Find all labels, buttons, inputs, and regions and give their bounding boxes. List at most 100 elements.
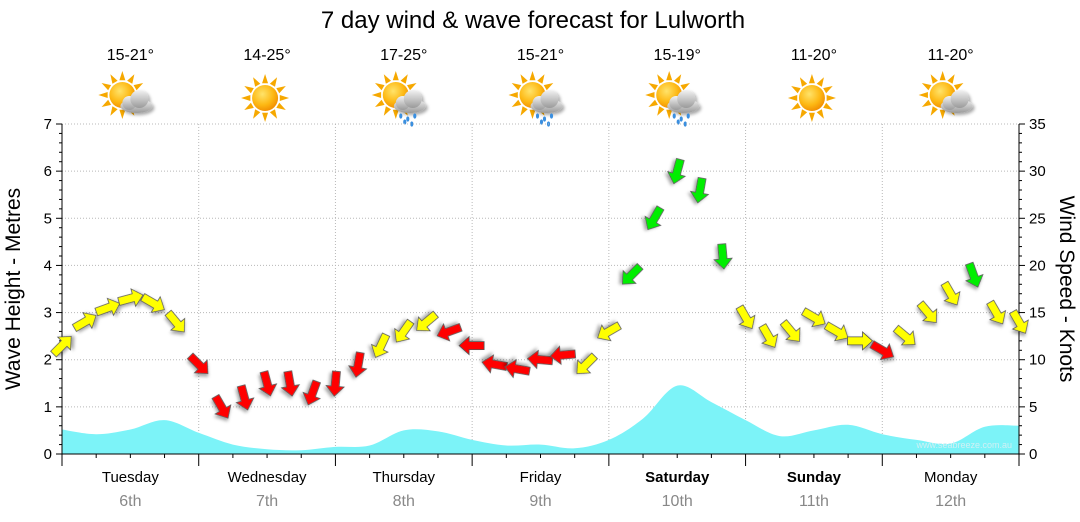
- left-axis-tick-label: 3: [44, 305, 52, 322]
- x-tick-label-date: 12th: [935, 493, 966, 510]
- wind-arrow-strong: [258, 370, 278, 397]
- wind-arrow-light: [847, 331, 874, 351]
- wind-arrow-light: [916, 300, 938, 324]
- left-axis-tick-label: 4: [44, 257, 52, 274]
- wind-arrow-strong: [549, 345, 577, 366]
- wind-arrow-strong: [481, 354, 508, 374]
- credit-text: www.seabreeze.com.au: [915, 440, 1012, 450]
- wind-arrow-strong: [436, 322, 463, 342]
- wind-arrow-strong: [186, 352, 209, 375]
- wind-arrow-strong: [458, 335, 485, 356]
- right-axis-tick-label: 10: [1029, 352, 1046, 369]
- wind-arrow-light: [823, 321, 849, 342]
- wind-arrow-strong: [235, 384, 255, 411]
- wind-arrow-light: [576, 352, 598, 375]
- wind-arrow-light: [597, 321, 622, 342]
- sunny-icon: [787, 74, 836, 122]
- wave-height-area: [62, 385, 1019, 454]
- wind-arrow-strong: [302, 379, 322, 406]
- wind-arrow-moderate: [621, 263, 644, 285]
- wind-arrow-light: [50, 335, 72, 358]
- sun-cloud-rain-icon: [508, 71, 563, 127]
- wind-arrow-light: [1008, 309, 1029, 334]
- x-tick-label-date: 8th: [393, 493, 415, 510]
- sunny-icon: [241, 74, 290, 122]
- right-axis-tick-label: 25: [1029, 210, 1046, 227]
- right-axis-tick-label: 15: [1029, 305, 1046, 322]
- sun-cloud-rain-icon: [645, 71, 700, 127]
- x-tick-label-date: 6th: [119, 493, 141, 510]
- left-axis-tick-label: 2: [44, 352, 52, 369]
- wind-arrow-strong: [504, 358, 531, 379]
- right-axis-tick-label: 20: [1029, 257, 1046, 274]
- temperature-range: 11-20°: [928, 47, 974, 64]
- wind-arrows: [50, 157, 1029, 419]
- wind-arrow-light: [117, 288, 144, 308]
- right-axis-tick-label: 5: [1029, 399, 1037, 416]
- temperature-range: 11-20°: [791, 47, 837, 64]
- left-axis-tick-label: 7: [44, 116, 52, 133]
- left-axis-tick-label: 0: [44, 446, 52, 463]
- wind-arrow-light: [800, 307, 826, 328]
- right-axis-tick-label: 0: [1029, 446, 1037, 463]
- left-axis-tick-label: 6: [44, 163, 52, 180]
- partly-cloudy-icon: [98, 71, 153, 119]
- chart-title: 7 day wind & wave forecast for Lulworth: [321, 7, 745, 34]
- temperature-range: 14-25°: [243, 47, 290, 64]
- x-tick-label-day: Tuesday: [102, 469, 159, 486]
- wind-arrow-light: [892, 324, 916, 346]
- wind-arrow-light: [71, 312, 97, 333]
- x-tick-label-day: Monday: [924, 469, 978, 486]
- wind-arrow-strong: [348, 351, 368, 378]
- wind-arrow-light: [940, 280, 961, 306]
- wind-arrow-strong: [325, 370, 346, 397]
- wind-arrow-light: [164, 309, 186, 333]
- wind-arrow-moderate: [689, 177, 710, 204]
- wind-arrow-moderate: [644, 205, 665, 231]
- temperature-range: 15-21°: [107, 47, 154, 64]
- wind-arrow-strong: [211, 393, 232, 419]
- x-tick-label-day: Thursday: [373, 469, 436, 486]
- right-axis-tick-label: 35: [1029, 116, 1046, 133]
- x-tick-label-day: Saturday: [645, 469, 710, 486]
- y-axis-label-right: Wind Speed - Knots: [1055, 196, 1078, 383]
- wind-arrow-strong: [280, 370, 301, 397]
- wind-arrow-light: [416, 310, 439, 332]
- wind-arrow-light: [94, 297, 121, 317]
- wind-arrow-light: [779, 319, 801, 342]
- wind-arrow-moderate: [713, 243, 733, 270]
- wind-arrow-light: [370, 332, 391, 358]
- axes: 0 1 2 3 4 5 6 7 0 5 10 15 20 25 30 35: [44, 116, 1046, 466]
- sun-cloud-rain-icon: [371, 71, 426, 127]
- wind-arrow-strong: [869, 340, 895, 361]
- wind-arrow-light: [394, 318, 415, 343]
- x-tick-label-day: Sunday: [787, 469, 842, 486]
- partly-cloudy-icon: [918, 71, 973, 119]
- right-axis-tick-label: 30: [1029, 163, 1046, 180]
- x-tick-label-date: 7th: [256, 493, 278, 510]
- grid-lines: [62, 123, 1019, 454]
- temperature-range: 15-21°: [517, 47, 564, 64]
- wind-arrow-moderate: [666, 157, 687, 185]
- wind-arrow-light: [140, 293, 165, 313]
- x-axis-day-labels: Tuesday 6th Wednesday 7th Thursday 8th Friday 9…: [102, 469, 978, 510]
- x-tick-label-day: Friday: [520, 469, 562, 486]
- wind-arrow-light: [735, 304, 756, 330]
- x-tick-label-day: Wednesday: [228, 469, 307, 486]
- weather-icons: [98, 71, 973, 127]
- wave-height-series: [62, 385, 1019, 454]
- wind-arrow-light: [986, 299, 1007, 325]
- temperature-range: 15-19°: [654, 47, 701, 64]
- left-axis-tick-label: 1: [44, 399, 52, 416]
- left-axis-tick-label: 5: [44, 210, 52, 227]
- x-tick-label-date: 11th: [799, 493, 829, 510]
- y-axis-label-left: Wave Height - Metres: [2, 188, 25, 390]
- wind-arrow-strong: [526, 349, 554, 370]
- temperature-range: 17-25°: [380, 47, 427, 64]
- x-tick-label-date: 10th: [662, 493, 693, 510]
- wind-arrow-light: [758, 323, 779, 348]
- daily-temperatures: 15-21° 14-25° 17-25° 15-21° 15-19° 11-20° 11-2…: [107, 47, 974, 64]
- wind-arrow-moderate: [964, 261, 984, 288]
- x-tick-label-date: 9th: [529, 493, 551, 510]
